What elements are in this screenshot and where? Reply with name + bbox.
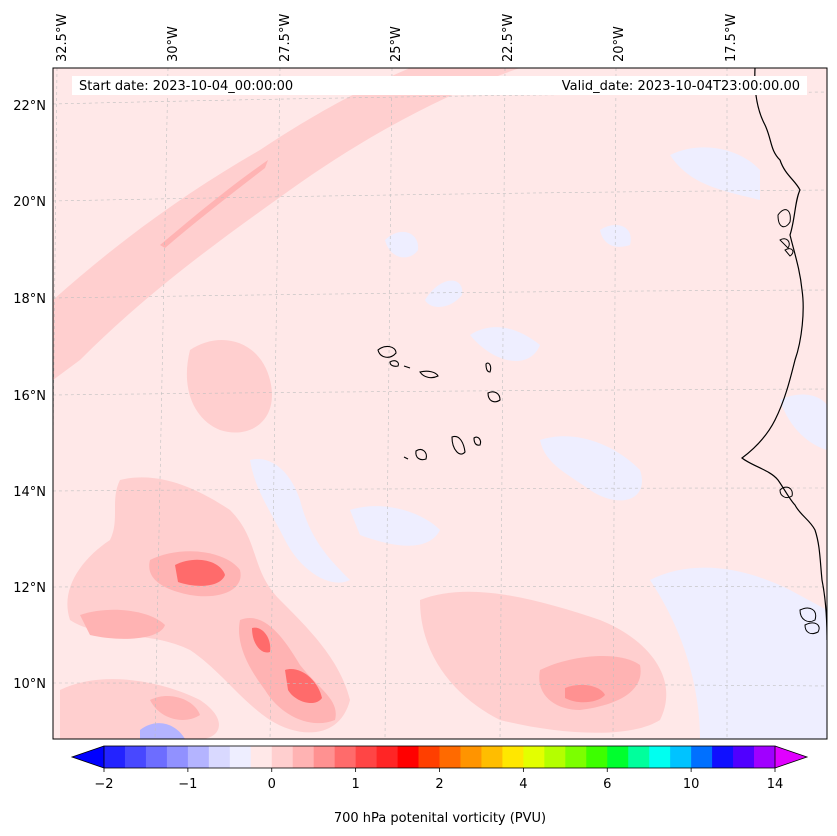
pv-positive-max [285,669,322,704]
colorbar-cell [397,746,419,768]
colorbar-outline [774,745,809,769]
colorbar-extend-min [72,746,104,768]
colorbar-label: 700 hPa potenital vorticity (PVU) [334,811,546,826]
pv-negative-core [140,723,185,739]
start-date: Start date: 2023-10-04_00:00:00 [79,79,293,94]
colorbar-cell [418,746,440,768]
colorbar-tick-label: 10 [683,777,700,792]
colorbar-cell [733,746,755,768]
lon-label: 20°W [612,26,627,62]
lat-label: 10°N [13,677,46,692]
lat-label: 18°N [13,292,46,307]
colorbar-cell [544,746,566,768]
colorbar-cell [145,746,168,768]
pv-positive-core [150,695,200,720]
pv-negative-patch [250,459,350,583]
lat-label: 16°N [13,389,46,404]
colorbar-tick-label: 2 [435,777,443,792]
colorbar-cell [502,746,524,768]
colorbar-tick-label: −1 [178,777,197,792]
colorbar-extend-max [775,746,807,768]
colorbar-cell [355,746,377,768]
colorbar-cell [670,746,692,768]
colorbar-tick-label: 1 [351,777,359,792]
colorbar-cell [439,746,461,768]
africa-coastline [741,68,827,641]
pv-negative-patch [780,394,827,450]
pv-negative-patch [350,506,440,546]
colorbar-cells [104,746,776,768]
pv-positive-max [252,627,271,653]
colorbar-outline [70,745,105,769]
pv-positive-patch [60,679,219,739]
longitude-labels: 32.5°W 30°W 27.5°W 25°W 22.5°W 20°W 17.5… [55,14,739,62]
pv-positive-core [80,609,165,639]
colorbar-ticks: −2 −1 0 1 2 4 6 10 14 [94,768,783,792]
pv-negative-patch [470,327,540,362]
pv-negative-patch [385,231,419,258]
colorbar-tick-label: 14 [767,777,784,792]
pv-negative-patch [670,147,760,200]
colorbar-cell [586,746,608,768]
colorbar-tick-label: 0 [268,777,276,792]
colorbar-cell [481,746,503,768]
colorbar-cell [754,746,776,768]
colorbar-cell [166,746,189,768]
pv-positive-patch [186,340,272,433]
colorbar-cell [523,746,545,768]
colorbar: −2 −1 0 1 2 4 6 10 14 700 hPa potenital vorticit… [70,745,809,826]
cabo-verde-islands [377,345,501,461]
valid-date: Valid_date: 2023-10-04T23:00:00.00 [562,79,800,94]
colorbar-tick-label: 4 [519,777,527,792]
colorbar-cell [628,746,650,768]
colorbar-cell [460,746,482,768]
map-panel [53,68,827,739]
lon-label: 32.5°W [55,14,70,62]
lon-label: 30°W [166,26,181,62]
header-bar [72,76,807,95]
latitude-labels: 22°N 20°N 18°N 16°N 14°N 12°N 10°N [13,99,46,692]
colorbar-cell [691,746,713,768]
lon-label: 27.5°W [278,14,293,62]
pv-negative-patch [650,567,827,739]
colorbar-cell [334,746,357,768]
pv-band-core [160,160,268,248]
colorbar-cell [187,746,210,768]
colorbar-cell [104,746,126,768]
colorbar-cell [607,746,629,768]
colorbar-tick-label: −2 [94,777,113,792]
colorbar-cell [250,746,273,768]
lat-label: 22°N [13,99,46,114]
lat-label: 14°N [13,485,46,500]
pv-negative-patch [600,225,631,247]
lat-label: 12°N [13,581,46,596]
colorbar-cell [229,746,252,768]
lat-label: 20°N [13,195,46,210]
colorbar-cell [271,746,294,768]
colorbar-cell [124,746,147,768]
lon-label: 17.5°W [724,14,739,62]
pv-negative-patch [425,280,463,307]
pv-positive-core [539,655,641,710]
colorbar-cell [292,746,315,768]
pv-positive-max [565,684,605,703]
africa-islands [777,209,820,635]
lon-label: 22.5°W [501,14,516,62]
colorbar-cell [565,746,587,768]
colorbar-cell [313,746,336,768]
colorbar-tick-label: 6 [603,777,611,792]
colorbar-cell [649,746,671,768]
colorbar-cell [208,746,231,768]
map-frame [52,67,828,740]
pv-positive-max [175,559,225,586]
colorbar-cell [376,746,398,768]
pv-negative-patch [540,436,642,501]
colorbar-cell [712,746,734,768]
lon-label: 25°W [389,26,404,62]
